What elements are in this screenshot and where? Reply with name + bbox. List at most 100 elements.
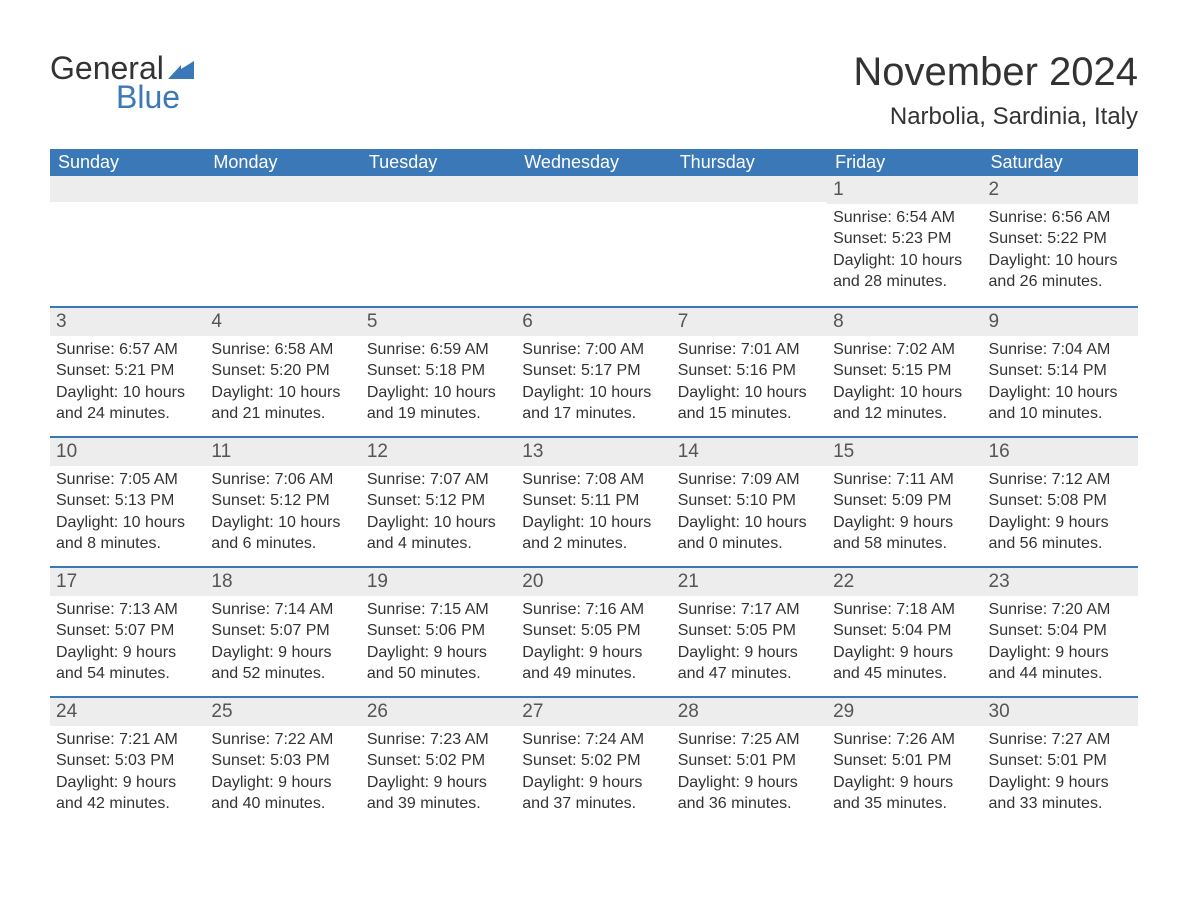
daylight-text: Daylight: 10 hours and 4 minutes. [367,512,510,555]
day-number: 17 [50,568,205,596]
location: Narbolia, Sardinia, Italy [853,103,1138,131]
sunrise-text: Sunrise: 7:13 AM [56,599,199,621]
sunrise-text: Sunrise: 7:26 AM [833,729,976,751]
day-details: Sunrise: 7:21 AMSunset: 5:03 PMDaylight:… [50,726,205,825]
day-number: 3 [50,308,205,336]
day-number: 10 [50,438,205,466]
sunrise-text: Sunrise: 6:59 AM [367,339,510,361]
day-cell: 1Sunrise: 6:54 AMSunset: 5:23 PMDaylight… [827,176,982,306]
day-header: Saturday [983,149,1138,176]
day-cell [672,176,827,306]
sunrise-text: Sunrise: 7:14 AM [211,599,354,621]
sunset-text: Sunset: 5:07 PM [56,620,199,642]
day-cell: 23Sunrise: 7:20 AMSunset: 5:04 PMDayligh… [983,568,1138,696]
week-row: 17Sunrise: 7:13 AMSunset: 5:07 PMDayligh… [50,566,1138,696]
day-number: 14 [672,438,827,466]
sunset-text: Sunset: 5:21 PM [56,360,199,382]
daylight-text: Daylight: 10 hours and 17 minutes. [522,382,665,425]
daylight-text: Daylight: 10 hours and 6 minutes. [211,512,354,555]
sunset-text: Sunset: 5:07 PM [211,620,354,642]
sunset-text: Sunset: 5:01 PM [989,750,1132,772]
logo: General Blue [50,50,194,116]
day-header: Wednesday [516,149,671,176]
day-details: Sunrise: 7:14 AMSunset: 5:07 PMDaylight:… [205,596,360,695]
day-cell: 20Sunrise: 7:16 AMSunset: 5:05 PMDayligh… [516,568,671,696]
sunrise-text: Sunrise: 6:56 AM [989,207,1132,229]
day-details: Sunrise: 7:27 AMSunset: 5:01 PMDaylight:… [983,726,1138,825]
day-empty [205,176,360,202]
day-number: 18 [205,568,360,596]
day-details: Sunrise: 7:18 AMSunset: 5:04 PMDaylight:… [827,596,982,695]
day-cell: 15Sunrise: 7:11 AMSunset: 5:09 PMDayligh… [827,438,982,566]
day-number: 11 [205,438,360,466]
daylight-text: Daylight: 10 hours and 24 minutes. [56,382,199,425]
day-details: Sunrise: 6:57 AMSunset: 5:21 PMDaylight:… [50,336,205,435]
day-details: Sunrise: 7:06 AMSunset: 5:12 PMDaylight:… [205,466,360,565]
day-cell: 4Sunrise: 6:58 AMSunset: 5:20 PMDaylight… [205,308,360,436]
sunrise-text: Sunrise: 7:05 AM [56,469,199,491]
day-cell [50,176,205,306]
sunrise-text: Sunrise: 7:04 AM [989,339,1132,361]
day-details: Sunrise: 7:16 AMSunset: 5:05 PMDaylight:… [516,596,671,695]
day-cell: 3Sunrise: 6:57 AMSunset: 5:21 PMDaylight… [50,308,205,436]
day-header: Monday [205,149,360,176]
sunset-text: Sunset: 5:23 PM [833,228,976,250]
sunset-text: Sunset: 5:02 PM [522,750,665,772]
day-details: Sunrise: 7:20 AMSunset: 5:04 PMDaylight:… [983,596,1138,695]
day-details: Sunrise: 7:25 AMSunset: 5:01 PMDaylight:… [672,726,827,825]
day-number: 28 [672,698,827,726]
sunset-text: Sunset: 5:15 PM [833,360,976,382]
sunrise-text: Sunrise: 7:17 AM [678,599,821,621]
day-number: 6 [516,308,671,336]
day-details: Sunrise: 7:22 AMSunset: 5:03 PMDaylight:… [205,726,360,825]
sunset-text: Sunset: 5:04 PM [989,620,1132,642]
daylight-text: Daylight: 9 hours and 56 minutes. [989,512,1132,555]
day-number: 30 [983,698,1138,726]
sunrise-text: Sunrise: 7:09 AM [678,469,821,491]
sunrise-text: Sunrise: 7:02 AM [833,339,976,361]
day-cell: 30Sunrise: 7:27 AMSunset: 5:01 PMDayligh… [983,698,1138,826]
daylight-text: Daylight: 9 hours and 36 minutes. [678,772,821,815]
day-details: Sunrise: 7:04 AMSunset: 5:14 PMDaylight:… [983,336,1138,435]
day-details: Sunrise: 6:54 AMSunset: 5:23 PMDaylight:… [827,204,982,303]
sunset-text: Sunset: 5:08 PM [989,490,1132,512]
day-cell: 29Sunrise: 7:26 AMSunset: 5:01 PMDayligh… [827,698,982,826]
day-cell: 16Sunrise: 7:12 AMSunset: 5:08 PMDayligh… [983,438,1138,566]
day-details: Sunrise: 7:11 AMSunset: 5:09 PMDaylight:… [827,466,982,565]
day-cell: 22Sunrise: 7:18 AMSunset: 5:04 PMDayligh… [827,568,982,696]
day-number: 21 [672,568,827,596]
sunset-text: Sunset: 5:01 PM [678,750,821,772]
day-cell: 10Sunrise: 7:05 AMSunset: 5:13 PMDayligh… [50,438,205,566]
day-number: 23 [983,568,1138,596]
sunset-text: Sunset: 5:12 PM [367,490,510,512]
daylight-text: Daylight: 9 hours and 54 minutes. [56,642,199,685]
sunrise-text: Sunrise: 6:57 AM [56,339,199,361]
sunrise-text: Sunrise: 7:21 AM [56,729,199,751]
day-number: 15 [827,438,982,466]
sunset-text: Sunset: 5:12 PM [211,490,354,512]
day-number: 20 [516,568,671,596]
sunrise-text: Sunrise: 7:01 AM [678,339,821,361]
day-cell: 6Sunrise: 7:00 AMSunset: 5:17 PMDaylight… [516,308,671,436]
sunset-text: Sunset: 5:14 PM [989,360,1132,382]
daylight-text: Daylight: 9 hours and 42 minutes. [56,772,199,815]
day-empty [516,176,671,202]
day-details: Sunrise: 7:07 AMSunset: 5:12 PMDaylight:… [361,466,516,565]
logo-flag-icon [168,61,194,79]
daylight-text: Daylight: 10 hours and 10 minutes. [989,382,1132,425]
day-cell: 8Sunrise: 7:02 AMSunset: 5:15 PMDaylight… [827,308,982,436]
day-cell: 24Sunrise: 7:21 AMSunset: 5:03 PMDayligh… [50,698,205,826]
day-details: Sunrise: 6:59 AMSunset: 5:18 PMDaylight:… [361,336,516,435]
day-number: 22 [827,568,982,596]
sunset-text: Sunset: 5:03 PM [211,750,354,772]
sunrise-text: Sunrise: 7:11 AM [833,469,976,491]
day-cell: 9Sunrise: 7:04 AMSunset: 5:14 PMDaylight… [983,308,1138,436]
day-number: 7 [672,308,827,336]
daylight-text: Daylight: 9 hours and 50 minutes. [367,642,510,685]
day-cell: 5Sunrise: 6:59 AMSunset: 5:18 PMDaylight… [361,308,516,436]
day-header: Sunday [50,149,205,176]
daylight-text: Daylight: 10 hours and 21 minutes. [211,382,354,425]
week-row: 1Sunrise: 6:54 AMSunset: 5:23 PMDaylight… [50,176,1138,306]
month-title: November 2024 [853,50,1138,95]
sunset-text: Sunset: 5:20 PM [211,360,354,382]
